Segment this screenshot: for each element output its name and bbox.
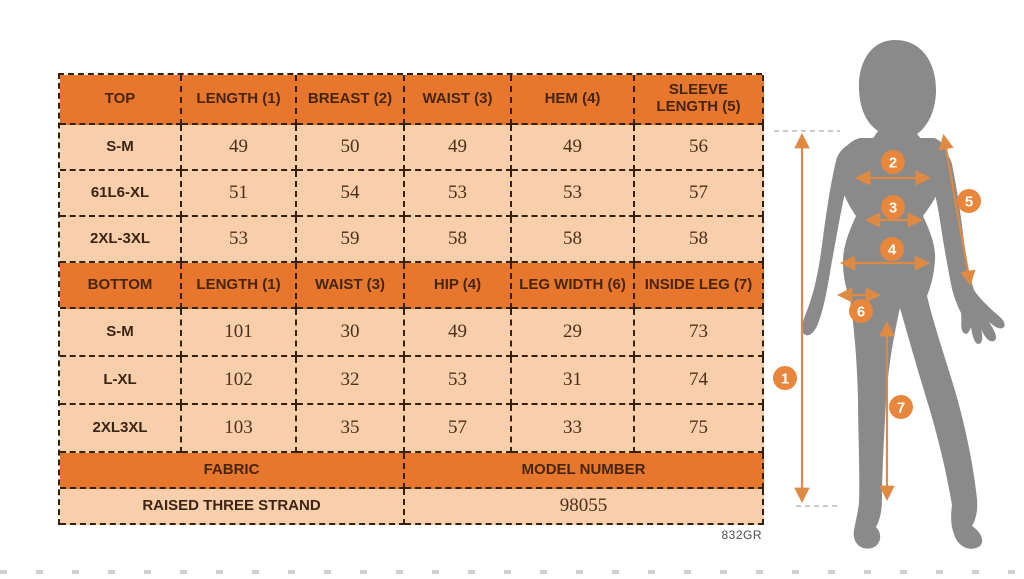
value-cell: 30 — [297, 309, 405, 357]
fabric-header-cell: FABRIC — [60, 453, 405, 489]
value-cell: 101 — [182, 309, 297, 357]
style-code-label: 832GR — [721, 528, 762, 542]
top-header-cell: WAIST (3) — [405, 75, 512, 125]
value-cell: 51 — [182, 171, 297, 217]
marker-6-badge — [849, 299, 873, 323]
value-cell: 56 — [635, 125, 764, 171]
value-cell: 102 — [182, 357, 297, 405]
bottom-header-cell: HIP (4) — [405, 263, 512, 309]
fabric-value-cell: RAISED THREE STRAND — [60, 489, 405, 525]
value-cell: 33 — [512, 405, 635, 453]
top-header-cell: SLEEVE LENGTH (5) — [635, 75, 764, 125]
marker-1-badge — [773, 366, 797, 390]
value-cell: 58 — [635, 217, 764, 263]
marker-7-badge — [889, 395, 913, 419]
value-cell: 53 — [182, 217, 297, 263]
value-cell: 53 — [512, 171, 635, 217]
value-cell: 49 — [405, 125, 512, 171]
marker-5-label: 5 — [965, 193, 973, 210]
size-table: TOP LENGTH (1) BREAST (2) WAIST (3) HEM … — [58, 73, 764, 525]
marker-3-label: 3 — [889, 199, 897, 216]
value-cell: 35 — [297, 405, 405, 453]
value-cell: 103 — [182, 405, 297, 453]
marker-7-label: 7 — [897, 399, 905, 416]
measurement-arrows — [794, 132, 976, 504]
top-header-cell: LENGTH (1) — [182, 75, 297, 125]
value-cell: 57 — [405, 405, 512, 453]
size-label-cell: S-M — [60, 309, 182, 357]
value-cell: 49 — [182, 125, 297, 171]
value-cell: 53 — [405, 171, 512, 217]
size-label-cell: L-XL — [60, 357, 182, 405]
marker-4-badge — [880, 237, 904, 261]
top-header-cell: TOP — [60, 75, 182, 125]
value-cell: 54 — [297, 171, 405, 217]
marker-6-label: 6 — [857, 303, 865, 320]
value-cell: 75 — [635, 405, 764, 453]
marker-badges: 1 2 3 4 5 6 7 — [773, 150, 981, 419]
marker-3-badge — [881, 195, 905, 219]
model-number-header-cell: MODEL NUMBER — [405, 453, 764, 489]
measurement-figure: 1 2 3 4 5 6 7 — [770, 0, 1024, 574]
value-cell: 31 — [512, 357, 635, 405]
bottom-edge-dashes — [0, 570, 1024, 574]
bottom-header-cell: INSIDE LEG (7) — [635, 263, 764, 309]
sleeve-length-arrow — [938, 133, 976, 287]
value-cell: 59 — [297, 217, 405, 263]
value-cell: 49 — [512, 125, 635, 171]
model-number-value-cell: 98055 — [405, 489, 764, 525]
size-label-cell: 2XL-3XL — [60, 217, 182, 263]
top-header-cell: HEM (4) — [512, 75, 635, 125]
value-cell: 49 — [405, 309, 512, 357]
value-cell: 58 — [512, 217, 635, 263]
value-cell: 58 — [405, 217, 512, 263]
marker-4-label: 4 — [888, 241, 897, 258]
value-cell: 29 — [512, 309, 635, 357]
value-cell: 74 — [635, 357, 764, 405]
bottom-header-cell: LEG WIDTH (6) — [512, 263, 635, 309]
size-label-cell: 61L6-XL — [60, 171, 182, 217]
size-label-cell: S-M — [60, 125, 182, 171]
marker-5-badge — [957, 189, 981, 213]
bottom-header-cell: WAIST (3) — [297, 263, 405, 309]
value-cell: 50 — [297, 125, 405, 171]
marker-2-label: 2 — [889, 154, 897, 171]
top-header-cell: BREAST (2) — [297, 75, 405, 125]
bottom-header-cell: BOTTOM — [60, 263, 182, 309]
female-silhouette — [801, 40, 1005, 549]
value-cell: 73 — [635, 309, 764, 357]
value-cell: 53 — [405, 357, 512, 405]
marker-2-badge — [881, 150, 905, 174]
female-silhouette-diagram: 1 2 3 4 5 6 7 — [773, 40, 1005, 549]
size-label-cell: 2XL3XL — [60, 405, 182, 453]
value-cell: 32 — [297, 357, 405, 405]
bottom-header-cell: LENGTH (1) — [182, 263, 297, 309]
value-cell: 57 — [635, 171, 764, 217]
dashed-guide-lines — [774, 130, 840, 507]
marker-1-label: 1 — [781, 370, 789, 387]
